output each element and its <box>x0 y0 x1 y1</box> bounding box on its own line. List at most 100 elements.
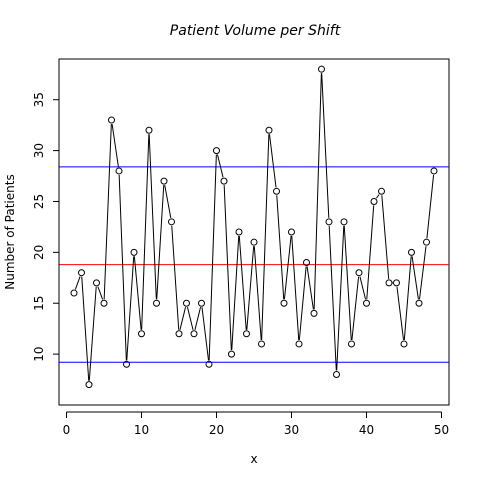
series-line <box>74 73 435 381</box>
series-segment <box>126 256 135 361</box>
y-tick-label: 30 <box>32 143 46 158</box>
data-point <box>85 381 93 389</box>
data-point <box>288 228 295 236</box>
data-point <box>205 360 213 368</box>
data-point <box>235 228 243 236</box>
series-segment <box>238 235 247 330</box>
data-point <box>333 370 340 378</box>
reference-lines <box>59 166 449 363</box>
x-axis: 0 10 20 30 40 50 <box>63 411 449 437</box>
series-segment <box>321 73 330 218</box>
series-segment <box>118 174 127 361</box>
series-segment <box>194 307 202 330</box>
data-point <box>78 269 85 277</box>
data-point <box>393 279 400 287</box>
series-segment <box>253 246 262 340</box>
series-segment <box>97 286 104 300</box>
series-segment <box>164 184 172 218</box>
data-point <box>310 309 318 317</box>
x-tick-label: 20 <box>209 423 224 437</box>
series-segment <box>216 154 224 178</box>
series-segment <box>366 205 375 300</box>
data-point <box>123 360 130 368</box>
data-point <box>303 259 310 267</box>
data-point <box>175 330 183 338</box>
data-point <box>348 340 355 348</box>
data-point <box>355 269 363 277</box>
data-point <box>273 187 280 195</box>
series-segment <box>381 195 390 279</box>
series-segment <box>148 134 157 300</box>
data-point <box>250 238 258 246</box>
data-point <box>198 299 205 307</box>
data-point <box>108 116 115 124</box>
data-point <box>100 299 108 307</box>
series-segment <box>283 235 292 300</box>
series-segment <box>343 225 352 340</box>
data-point <box>378 187 385 195</box>
data-point <box>228 350 235 358</box>
x-tick-label: 30 <box>284 423 299 437</box>
series-segment <box>396 286 405 341</box>
series-segment <box>88 286 97 381</box>
chart-title: Patient Volume per Shift <box>170 23 341 39</box>
series-segment <box>411 256 419 300</box>
plot-frame <box>58 58 450 406</box>
series-segment <box>246 246 255 330</box>
series-segment <box>111 123 119 168</box>
series-segment <box>313 73 322 310</box>
series-segment <box>201 307 210 361</box>
series-segment <box>359 276 367 300</box>
series-segment <box>156 185 165 300</box>
data-point <box>243 330 250 338</box>
series-segment <box>81 276 90 381</box>
series-segment <box>223 185 232 351</box>
series-segment <box>375 194 380 199</box>
data-point <box>153 299 160 307</box>
y-tick-label: 35 <box>32 92 46 107</box>
data-point <box>130 248 138 256</box>
data-point <box>385 279 393 287</box>
data-point <box>325 218 333 226</box>
series-segment <box>268 134 277 188</box>
data-point <box>400 340 408 348</box>
series-segment <box>426 174 435 239</box>
data-point <box>415 299 423 307</box>
data-points <box>70 65 438 389</box>
series-segment <box>328 225 337 371</box>
data-point <box>258 340 265 348</box>
x-axis-label: x <box>250 452 257 466</box>
data-point <box>183 299 190 307</box>
series-segment <box>336 225 345 371</box>
data-point <box>160 177 168 185</box>
series-segment <box>306 266 314 310</box>
x-tick-label: 10 <box>134 423 149 437</box>
y-tick-label: 10 <box>32 346 46 361</box>
data-point <box>265 126 273 134</box>
data-point <box>280 299 288 307</box>
series-segment <box>298 266 307 341</box>
data-point <box>430 167 438 175</box>
y-tick-label: 20 <box>32 245 46 260</box>
series-segment <box>403 256 412 340</box>
series-segment <box>186 307 194 330</box>
series-segment <box>276 195 285 300</box>
series-segment <box>74 276 81 290</box>
series-segment <box>418 246 427 300</box>
series-segment <box>231 235 240 351</box>
data-point <box>190 330 198 338</box>
series-segment <box>141 134 150 330</box>
data-point <box>93 279 100 287</box>
data-point <box>340 218 348 226</box>
data-point <box>138 330 145 338</box>
data-point <box>213 147 220 155</box>
data-point <box>115 167 123 175</box>
series-segment <box>351 276 360 341</box>
series-segment <box>291 235 300 340</box>
data-point <box>408 248 415 256</box>
data-point <box>363 299 370 307</box>
x-tick-label: 50 <box>434 423 449 437</box>
data-point <box>145 126 153 134</box>
data-point <box>220 177 228 185</box>
y-tick-label: 25 <box>32 194 46 209</box>
